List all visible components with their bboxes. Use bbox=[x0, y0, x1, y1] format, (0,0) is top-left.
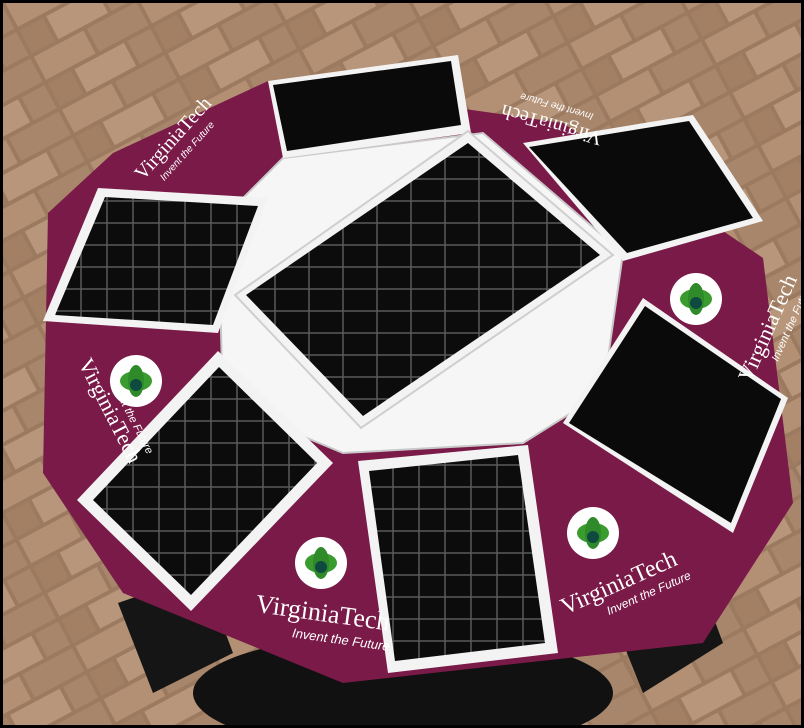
solar-panel-left-bottom bbox=[77, 351, 333, 611]
solar-panel-left-top bbox=[43, 188, 268, 333]
green-leaf-logo-icon bbox=[670, 273, 722, 325]
green-leaf-logo-icon bbox=[110, 355, 162, 407]
solar-charging-table-render: VirginiaTech Invent the Future VirginiaT… bbox=[3, 3, 801, 725]
green-leaf-logo-icon bbox=[295, 537, 347, 589]
solar-panel-center bbox=[233, 129, 615, 430]
solar-panel-rear-right bbox=[523, 115, 763, 261]
solar-panel-rear-top bbox=[268, 55, 471, 158]
green-leaf-logo-icon bbox=[567, 507, 619, 559]
solar-panel-bottom bbox=[358, 445, 558, 673]
solar-panel-right bbox=[563, 298, 788, 533]
